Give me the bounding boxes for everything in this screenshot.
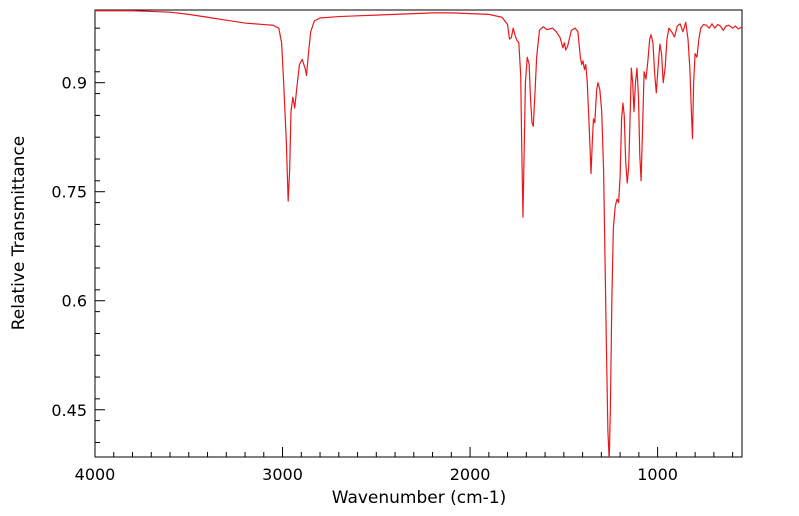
x-tick-label: 1000: [637, 465, 678, 484]
y-tick-label: 0.6: [62, 292, 87, 311]
series-layer: [95, 10, 742, 457]
x-tick-label: 4000: [75, 465, 116, 484]
y-tick-label: 0.75: [51, 183, 87, 202]
x-tick-labels: 4000 3000 2000 1000: [75, 465, 678, 484]
plot-area: [94, 9, 743, 458]
x-tick-label: 2000: [450, 465, 491, 484]
major-ticks: [94, 82, 659, 457]
x-tick-label: 3000: [262, 465, 303, 484]
spectrum-line: [95, 10, 742, 457]
y-tick-labels: 0.9 0.75 0.6 0.45: [51, 74, 87, 420]
y-tick-label: 0.45: [51, 401, 87, 420]
y-axis-title: Relative Transmittance: [9, 136, 29, 331]
plot-border: [94, 9, 743, 458]
y-tick-label: 0.9: [62, 74, 87, 93]
x-axis-title: Wavenumber (cm-1): [332, 488, 507, 508]
minor-ticks: [95, 27, 734, 457]
